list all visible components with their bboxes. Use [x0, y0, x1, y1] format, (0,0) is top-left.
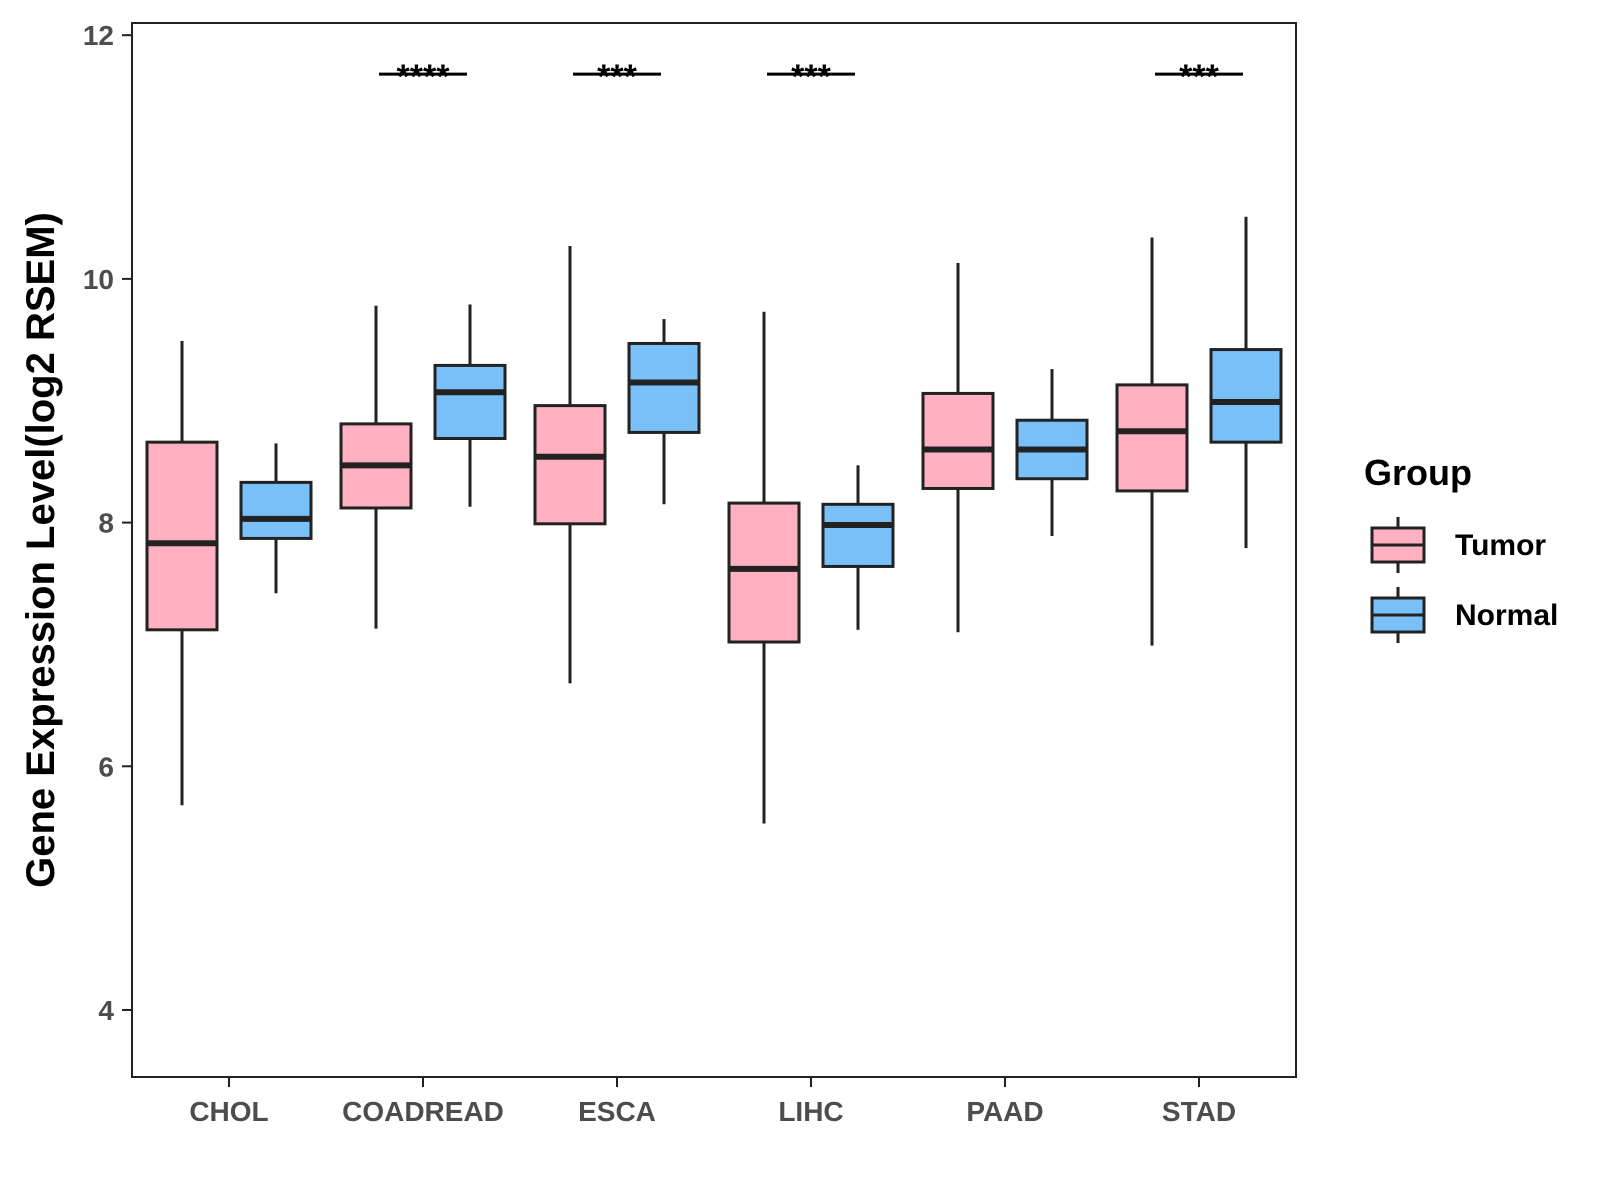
- y-tick-label: 4: [98, 995, 114, 1026]
- box-tumor-chol: [145, 341, 219, 806]
- x-tick-label-paad: PAAD: [966, 1096, 1043, 1127]
- box-tumor-coadread: [339, 305, 413, 629]
- x-axis: CHOL COADREAD ESCA LIHC PAAD STAD: [189, 1077, 1236, 1127]
- box-normal-coadread: [433, 304, 507, 507]
- box-tumor-lihc: [727, 311, 801, 824]
- y-tick-label: 10: [83, 264, 114, 295]
- y-axis: 4 6 8 10 12: [83, 20, 132, 1026]
- iqr-box: [921, 391, 995, 490]
- box-tumor-stad: [1115, 237, 1189, 646]
- significance-label: ***: [791, 58, 831, 96]
- y-tick-label: 12: [83, 20, 114, 51]
- x-tick-label-esca: ESCA: [578, 1096, 656, 1127]
- legend: Group Tumor Normal: [1364, 452, 1558, 643]
- x-tick-label-coadread: COADREAD: [342, 1096, 504, 1127]
- significance-annotations: **** *** *** ***: [379, 58, 1243, 96]
- plot-panel: [131, 22, 1297, 1078]
- legend-title: Group: [1364, 452, 1472, 493]
- significance-label: ***: [597, 58, 637, 96]
- y-axis-title: Gene Expression Level(log2 RSEM): [19, 212, 63, 888]
- iqr-box: [145, 440, 219, 632]
- box-tumor-paad: [921, 263, 995, 633]
- y-tick-label: 8: [98, 508, 114, 539]
- box-tumor-esca: [533, 245, 607, 684]
- iqr-box: [627, 341, 701, 434]
- box-normal-esca: [627, 319, 701, 505]
- iqr-box: [1115, 383, 1189, 493]
- box-normal-stad: [1209, 216, 1283, 549]
- iqr-box: [239, 480, 313, 540]
- iqr-box: [821, 502, 895, 568]
- x-tick-label-lihc: LIHC: [778, 1096, 843, 1127]
- box-normal-paad: [1015, 369, 1089, 536]
- x-tick-label-stad: STAD: [1162, 1096, 1236, 1127]
- box-normal-chol: [239, 443, 313, 594]
- legend-item-normal: Normal: [1370, 587, 1558, 643]
- x-tick-label-chol: CHOL: [189, 1096, 268, 1127]
- iqr-box: [433, 363, 507, 441]
- box-normal-lihc: [821, 465, 895, 630]
- iqr-box: [533, 404, 607, 526]
- significance-label: ****: [397, 58, 451, 96]
- legend-label: Tumor: [1455, 529, 1546, 562]
- iqr-box: [1209, 348, 1283, 444]
- legend-item-tumor: Tumor: [1370, 517, 1546, 573]
- y-tick-label: 6: [98, 751, 114, 782]
- legend-label: Normal: [1455, 599, 1558, 632]
- boxes: [145, 216, 1283, 824]
- significance-label: ***: [1179, 58, 1219, 96]
- iqr-box: [727, 501, 801, 644]
